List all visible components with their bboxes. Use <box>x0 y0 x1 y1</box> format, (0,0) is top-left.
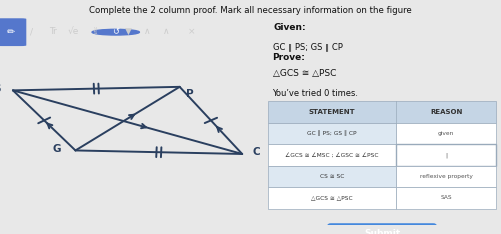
Bar <box>396 166 496 187</box>
Text: Prove:: Prove: <box>273 53 306 62</box>
Bar <box>396 123 496 144</box>
Text: ×: × <box>188 27 196 36</box>
Bar <box>268 101 496 123</box>
Text: C: C <box>253 147 261 157</box>
Text: ✌: ✌ <box>91 27 98 36</box>
Text: REASON: REASON <box>430 109 462 115</box>
Text: GC ∥ PS; GS ∥ CP: GC ∥ PS; GS ∥ CP <box>273 42 343 51</box>
Text: GC ∥ PS; GS ∥ CP: GC ∥ PS; GS ∥ CP <box>307 130 357 136</box>
Text: reflexive property: reflexive property <box>420 174 472 179</box>
Text: Submit: Submit <box>364 229 400 234</box>
Text: |: | <box>445 152 447 158</box>
Bar <box>268 166 396 187</box>
Text: ∧: ∧ <box>144 27 151 36</box>
Text: ∧: ∧ <box>162 27 169 36</box>
Text: ▼: ▼ <box>125 27 132 36</box>
Text: /: / <box>30 27 33 36</box>
Text: ∠GCS ≅ ∠MSC ; ∠GSC ≅ ∠PSC: ∠GCS ≅ ∠MSC ; ∠GSC ≅ ∠PSC <box>285 152 379 157</box>
Text: SAS: SAS <box>440 195 452 201</box>
FancyBboxPatch shape <box>0 18 26 46</box>
Bar <box>268 187 396 209</box>
Text: CS ≅ SC: CS ≅ SC <box>320 174 344 179</box>
Text: Given:: Given: <box>273 23 306 32</box>
Text: √e: √e <box>68 27 79 36</box>
Bar <box>268 123 396 144</box>
Text: STATEMENT: STATEMENT <box>309 109 355 115</box>
Text: Tr: Tr <box>49 27 57 36</box>
Text: given: given <box>438 131 454 136</box>
Bar <box>268 144 396 166</box>
Text: △GCS ≅ △PSC: △GCS ≅ △PSC <box>273 69 336 78</box>
Text: Complete the 2 column proof. Mark all necessary information on the figure: Complete the 2 column proof. Mark all ne… <box>89 6 412 15</box>
FancyBboxPatch shape <box>327 223 437 234</box>
Text: △GCS ≅ △PSC: △GCS ≅ △PSC <box>311 195 353 201</box>
Bar <box>396 187 496 209</box>
Bar <box>396 144 496 166</box>
Text: G: G <box>53 144 62 154</box>
Text: P: P <box>186 89 194 99</box>
Text: You’ve tried 0 times.: You’ve tried 0 times. <box>273 89 359 98</box>
Text: ↺: ↺ <box>112 27 119 36</box>
Text: S: S <box>0 84 1 94</box>
Circle shape <box>92 29 139 35</box>
Text: ✏: ✏ <box>7 26 16 37</box>
